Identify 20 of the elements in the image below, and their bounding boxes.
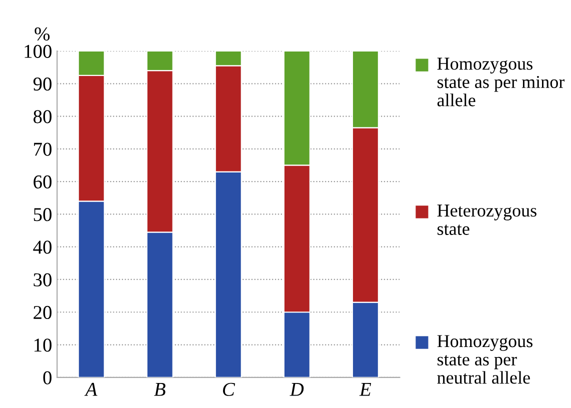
legend-label: Homozygous state as per neutral allele xyxy=(437,335,532,384)
x-tick-label: A xyxy=(84,382,98,396)
legend-label: Homozygous state as per minor allele xyxy=(437,58,565,106)
x-tick-label: B xyxy=(154,383,166,396)
y-tick-label: 0 xyxy=(43,371,52,384)
y-tick-label: 90 xyxy=(33,77,52,91)
y-tick-label: 40 xyxy=(33,240,52,254)
y-tick-label: 20 xyxy=(34,306,52,320)
y-axis-title: % xyxy=(34,27,50,41)
x-tick-label: D xyxy=(290,383,304,396)
y-tick-label: 60 xyxy=(34,175,52,188)
legend-label: Heterozygous state xyxy=(437,204,536,235)
x-tick-label: E xyxy=(359,383,372,396)
y-tick-label: 50 xyxy=(34,208,52,222)
y-tick-label: 30 xyxy=(34,273,52,286)
y-tick-label: 70 xyxy=(34,142,52,156)
y-tick-label: 10 xyxy=(34,338,52,352)
y-tick-label: 100 xyxy=(24,44,52,58)
y-tick-label: 80 xyxy=(34,110,52,124)
x-tick-label: C xyxy=(222,382,236,396)
